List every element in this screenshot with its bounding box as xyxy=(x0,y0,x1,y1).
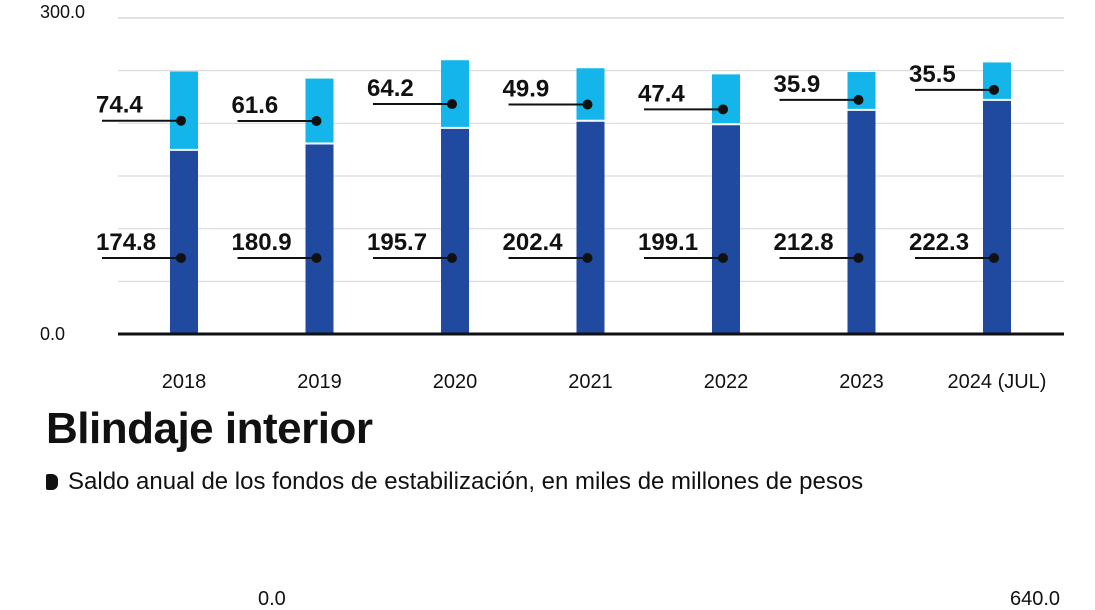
data-labels: 174.8 74.4 180.9 61.6 195.7 64.2 202.4 49.9 199.… xyxy=(96,61,999,263)
x-tick-label: 2022 xyxy=(704,371,749,393)
callout-dot-base xyxy=(853,253,864,263)
data-label-base: 180.9 xyxy=(232,229,292,256)
callout-dot-top xyxy=(989,84,999,95)
data-label-top: 47.4 xyxy=(638,80,685,107)
data-label-top: 74.4 xyxy=(96,92,143,119)
bar-segment-base xyxy=(847,109,876,334)
bar-segment-base xyxy=(441,127,469,334)
bar-segment-base xyxy=(983,99,1011,335)
callout-dot-base xyxy=(176,253,186,263)
bottom-scale-max: 640.0 xyxy=(1010,588,1061,610)
bar-segment-base xyxy=(576,120,605,335)
x-tick-label: 2023 xyxy=(839,371,884,393)
callout-dot-base xyxy=(311,253,322,263)
bottom-scale-min: 0.0 xyxy=(258,588,286,610)
chart-subtitle-text: Saldo anual de los fondos de estabilizac… xyxy=(68,468,864,495)
x-tick-label: 2020 xyxy=(433,371,478,393)
bar-segment-base xyxy=(712,124,740,334)
bar-segment-base xyxy=(170,149,198,334)
callout-dot-base xyxy=(582,253,593,263)
data-label-base: 174.8 xyxy=(96,229,156,256)
callout-dot-top xyxy=(582,99,593,110)
callout-dot-top xyxy=(718,104,728,115)
bar-segment-top xyxy=(170,71,198,150)
y-tick-min: 0.0 xyxy=(40,324,65,344)
bar-segment-top xyxy=(305,78,334,144)
x-tick-label: 2018 xyxy=(162,371,207,393)
data-label-top: 61.6 xyxy=(232,92,279,119)
callout-dot-base xyxy=(718,253,728,263)
data-label-top: 64.2 xyxy=(367,75,414,102)
x-tick-label: 2024 (JUL) xyxy=(948,371,1047,393)
callout-dot-top xyxy=(176,115,186,126)
bar-segment-top xyxy=(712,74,740,125)
stacked-bar-chart: 300.0 0.0 174.8 74.4 180.9 61.6 195.7 64.2 202… xyxy=(40,2,1064,393)
bars xyxy=(170,60,1011,335)
bar-segment-top xyxy=(847,72,876,110)
callout-dot-base xyxy=(989,253,999,263)
bar-segment-top xyxy=(441,60,469,128)
callout-dot-top xyxy=(853,94,864,105)
callout-dot-top xyxy=(311,116,322,127)
callout-dot-base xyxy=(447,253,457,263)
data-label-top: 49.9 xyxy=(503,76,550,103)
bar-segment-top xyxy=(983,62,1011,100)
bar-segment-top xyxy=(576,68,605,121)
callout-dot-top xyxy=(447,99,457,110)
x-tick-labels: 2018 2019 2020 2021 2022 2023 2024 (JUL) xyxy=(162,371,1047,393)
chart-title: Blindaje interior xyxy=(46,404,373,453)
data-label-base: 199.1 xyxy=(638,229,698,256)
data-label-base: 195.7 xyxy=(367,229,427,256)
y-tick-max: 300.0 xyxy=(40,2,85,22)
subtitle-marker-icon xyxy=(46,474,58,490)
x-tick-label: 2019 xyxy=(297,371,342,393)
data-label-top: 35.5 xyxy=(909,61,956,88)
data-label-base: 212.8 xyxy=(774,229,834,256)
bar-segment-base xyxy=(305,143,334,334)
data-label-top: 35.9 xyxy=(774,71,821,98)
chart-subtitle: Saldo anual de los fondos de estabilizac… xyxy=(46,468,863,496)
data-label-base: 202.4 xyxy=(503,229,564,256)
data-label-base: 222.3 xyxy=(909,229,969,256)
x-tick-label: 2021 xyxy=(568,371,613,393)
